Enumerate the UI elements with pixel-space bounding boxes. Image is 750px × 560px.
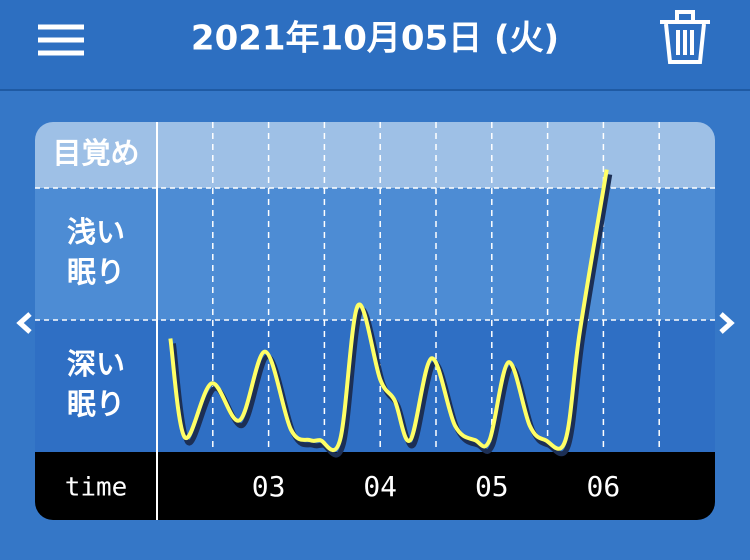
x-tick-label: 05 bbox=[475, 470, 509, 503]
x-axis-label: time bbox=[65, 473, 128, 503]
next-day-button[interactable] bbox=[719, 312, 735, 334]
date-title: 2021年10月05日 (火) bbox=[191, 19, 559, 59]
sleep-line bbox=[168, 169, 609, 452]
x-tick-label: 06 bbox=[587, 470, 621, 503]
y-tick-label: 浅い眠り bbox=[67, 215, 125, 289]
y-tick-label: 深い眠り bbox=[67, 347, 125, 421]
x-tick-label: 04 bbox=[363, 470, 397, 503]
sleep-chart: 深い眠り 浅い眠り 目覚め time 03 04 05 06 bbox=[35, 122, 715, 520]
band bbox=[35, 122, 715, 188]
prev-day-button[interactable] bbox=[16, 312, 32, 334]
x-tick-label: 03 bbox=[252, 470, 286, 503]
delete-button[interactable] bbox=[660, 10, 710, 64]
header-bar bbox=[0, 0, 750, 90]
menu-button[interactable] bbox=[38, 24, 84, 56]
y-tick-label: 目覚め bbox=[52, 136, 139, 170]
time-bar bbox=[35, 452, 715, 520]
band bbox=[35, 188, 715, 320]
